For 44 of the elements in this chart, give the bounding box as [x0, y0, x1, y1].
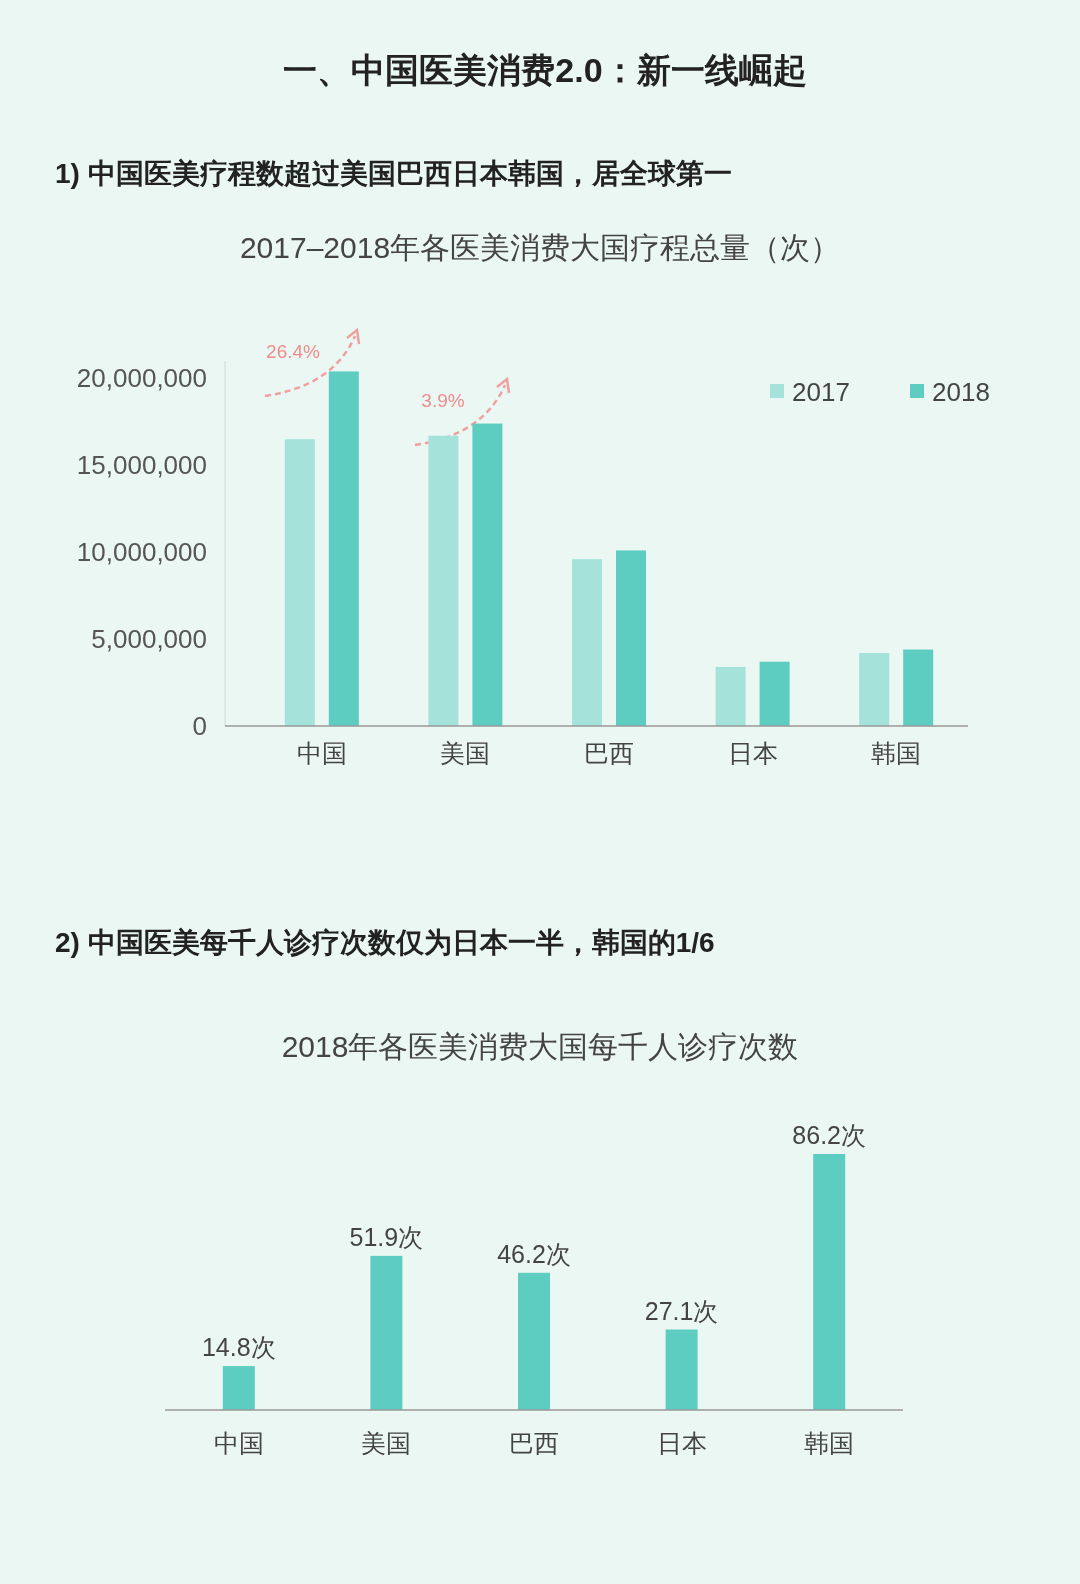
- text: 1) 中国医美疗程数超过美国巴西日本韩国，居全球第一: [55, 158, 732, 189]
- x-tick-label: 韩国: [804, 1429, 855, 1457]
- bar: [903, 649, 934, 726]
- bar: [222, 1366, 255, 1410]
- y-tick-label: 15,000,000: [76, 450, 207, 481]
- y-tick-label: 5,000,000: [91, 624, 207, 655]
- x-tick-label: 中国: [296, 739, 347, 767]
- bar: [472, 423, 503, 726]
- x-tick-label: 日本: [727, 739, 778, 767]
- y-tick-label: 20,000,000: [76, 363, 207, 394]
- text: 2) 中国医美每千人诊疗次数仅为日本一半，韩国的1/6: [55, 927, 715, 958]
- x-tick-label: 巴西: [509, 1429, 559, 1457]
- chart-title: 2018年各医美消费大国每千人诊疗次数: [281, 1030, 799, 1063]
- bar: [328, 371, 359, 726]
- bar: [665, 1329, 698, 1410]
- annotation: 3.9%: [421, 390, 465, 411]
- data-label: 86.2次: [792, 1121, 867, 1149]
- bar: [859, 653, 890, 726]
- data-label: 14.8次: [201, 1333, 276, 1362]
- chart-title: 2017–2018年各医美消费大国疗程总量（次）: [239, 231, 841, 264]
- bar: [759, 661, 790, 726]
- y-tick-label: 10,000,000: [76, 537, 207, 568]
- text: 一、中国医美消费2.0：新一线崛起: [283, 51, 807, 89]
- bar: [813, 1154, 846, 1410]
- bar: [428, 435, 459, 726]
- bar: [370, 1255, 403, 1411]
- x-tick-label: 美国: [361, 1429, 412, 1457]
- bar: [284, 439, 315, 726]
- x-tick-label: 中国: [213, 1429, 264, 1457]
- data-label: 46.2次: [497, 1239, 571, 1268]
- bar: [518, 1272, 550, 1410]
- bar: [715, 666, 746, 726]
- x-tick-label: 美国: [440, 739, 491, 767]
- legend-label: 2017: [792, 377, 850, 407]
- data-label: 27.1次: [644, 1296, 719, 1325]
- annotation: 26.4%: [266, 341, 321, 362]
- y-tick-label: 0: [192, 711, 207, 741]
- bar: [572, 559, 602, 726]
- x-tick-label: 日本: [656, 1429, 707, 1457]
- x-tick-label: 韩国: [871, 739, 922, 767]
- data-label: 51.9次: [349, 1222, 424, 1251]
- x-tick-label: 巴西: [584, 739, 634, 767]
- bar: [616, 550, 646, 726]
- legend-label: 2018: [932, 377, 990, 407]
